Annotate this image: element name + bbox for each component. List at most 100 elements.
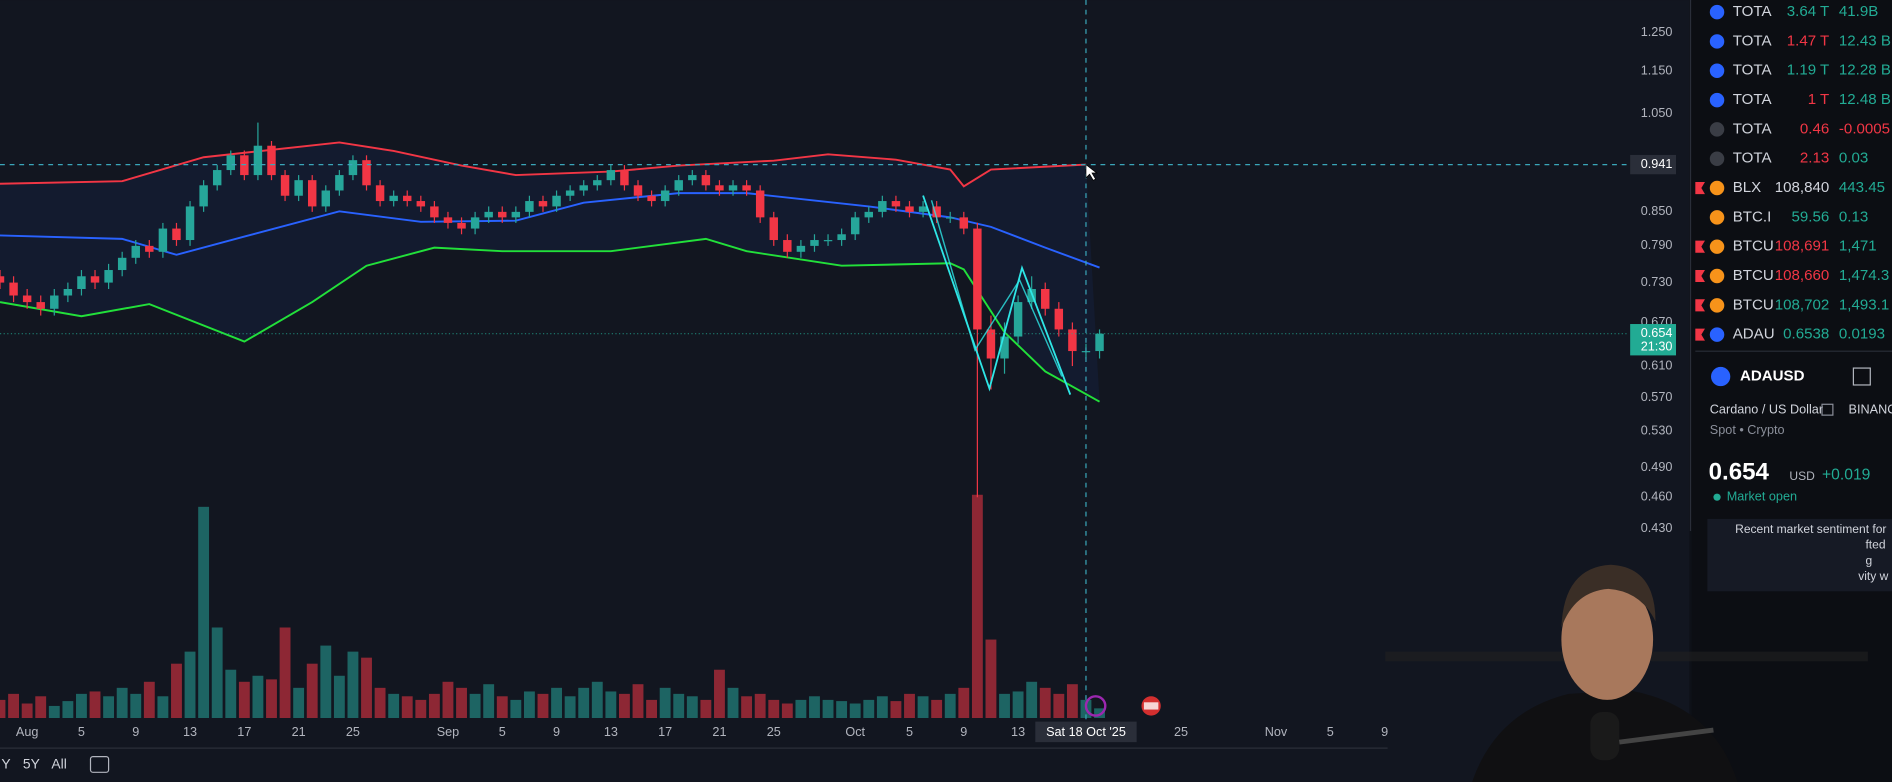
candle-body [9, 282, 18, 296]
candle-body [1095, 333, 1104, 352]
volume-bar [727, 687, 739, 718]
last-price: 0.46 [1800, 120, 1829, 137]
candle-body [946, 217, 955, 219]
candle-body [131, 245, 140, 258]
symbol-icon [1709, 327, 1725, 342]
news-line: fted [1865, 538, 1885, 552]
symbol: ADAU [1733, 326, 1775, 343]
watchlist-row[interactable]: BLX 108,840 443.45 [1695, 179, 1885, 196]
volume-bar [985, 639, 997, 718]
volume-bar [456, 687, 467, 718]
volume-bar [252, 675, 264, 718]
candle-body [335, 175, 344, 191]
volume-bar [1053, 693, 1065, 718]
volume-bar [564, 696, 576, 718]
row-flag [1695, 299, 1705, 312]
volume-bar [591, 681, 603, 718]
last-price: 2.13 [1800, 150, 1829, 167]
news-box [1707, 518, 1892, 592]
volume-bar [184, 651, 196, 718]
symbol-icon [1709, 239, 1725, 254]
watchlist-row[interactable]: TOTA 1 T 12.48 B [1709, 91, 1891, 108]
big-price: 0.654 [1709, 458, 1770, 485]
candle-body [850, 217, 860, 235]
candle-body [226, 155, 235, 171]
cursor [1085, 163, 1098, 181]
watchlist-row[interactable]: TOTA 2.13 0.03 [1709, 150, 1868, 167]
watchlist-row[interactable]: BTCU 108,702 1,493.1 [1695, 296, 1889, 313]
symbol-icon [1709, 34, 1725, 49]
volume-bar [0, 699, 6, 718]
watchlist-row[interactable]: ADAU 0.6538 0.0193 [1695, 326, 1885, 343]
range-button[interactable]: All [51, 756, 66, 772]
candle-body [973, 228, 982, 330]
volume-bar [1039, 687, 1051, 718]
candle-body [1000, 336, 1009, 359]
candle-body [172, 228, 181, 241]
last-price: 3.64 T [1787, 3, 1829, 20]
y-tick-label: 0.610 [1641, 358, 1673, 372]
volume-bar [795, 699, 807, 718]
symbol: BTCU [1733, 238, 1774, 255]
watchlist-row[interactable]: TOTA 3.64 T 41.9B [1709, 3, 1879, 20]
watchlist-row[interactable]: TOTA 0.46 -0.0005 [1709, 120, 1890, 137]
layout-icon[interactable] [1852, 367, 1871, 386]
candle-body [783, 240, 792, 252]
volume-bar [1066, 684, 1078, 718]
news-line: vity w [1858, 569, 1888, 583]
volume-bar [415, 699, 427, 718]
candle-body [1013, 302, 1023, 337]
candle-body [145, 245, 154, 252]
last-price: 108,702 [1775, 296, 1830, 313]
change: 443.45 [1839, 179, 1885, 196]
watchlist-row[interactable]: BTCU 108,691 1,471 [1695, 238, 1877, 255]
x-tick-label: 17 [237, 725, 251, 739]
volume-bar [238, 681, 250, 718]
volume-bar [8, 693, 20, 718]
volume-bar [320, 645, 332, 718]
volume-bar [1094, 708, 1105, 718]
volume-bar [619, 693, 630, 718]
volume-bar [781, 703, 793, 718]
candle-body [199, 185, 208, 207]
candle-body [552, 195, 561, 207]
last-price: 108,840 [1775, 179, 1830, 196]
symbol-title[interactable]: ADAUSD [1740, 368, 1805, 385]
candle-body [823, 240, 833, 242]
candle-body [470, 217, 480, 229]
candle-body [36, 302, 45, 309]
volume-bar [1012, 691, 1024, 718]
candle-body [403, 195, 412, 202]
x-tick-label: 13 [183, 725, 197, 739]
symbol: TOTA [1733, 150, 1773, 167]
volume-bar [809, 696, 820, 718]
range-button[interactable]: 5Y [23, 756, 40, 772]
price-chart: 1.2501.1501.0500.8500.7900.7300.6700.610… [0, 0, 1677, 772]
person-hair [1561, 564, 1656, 628]
x-tick-label: 13 [604, 725, 618, 739]
range-button[interactable]: Y [1, 756, 10, 772]
watchlist-row[interactable]: TOTA 1.47 T 12.43 B [1709, 32, 1891, 49]
candle-body [538, 201, 548, 207]
change: 12.28 B [1839, 62, 1891, 79]
event-icon[interactable] [1084, 695, 1107, 717]
y-tick-label: 1.250 [1641, 25, 1673, 39]
chart-background [0, 0, 1689, 782]
crosshair-price-label: 0.941 [1641, 157, 1673, 171]
watchlist-row[interactable]: BTC.I 59.56 0.13 [1709, 208, 1868, 225]
volume-bar [483, 684, 495, 718]
calendar-icon[interactable] [89, 756, 110, 773]
volume-bar [686, 696, 698, 718]
candle-body [647, 195, 656, 202]
x-tick-label: 25 [767, 725, 781, 739]
candle-body [660, 190, 670, 202]
candle-body [769, 217, 778, 241]
change: 0.13 [1839, 208, 1868, 225]
watchlist-row[interactable]: TOTA 1.19 T 12.28 B [1709, 62, 1891, 79]
candle-body [117, 257, 127, 271]
microphone [1590, 711, 1620, 761]
watchlist-row[interactable]: BTCU 108,660 1,474.3 [1695, 267, 1889, 284]
candle-body [212, 170, 222, 186]
